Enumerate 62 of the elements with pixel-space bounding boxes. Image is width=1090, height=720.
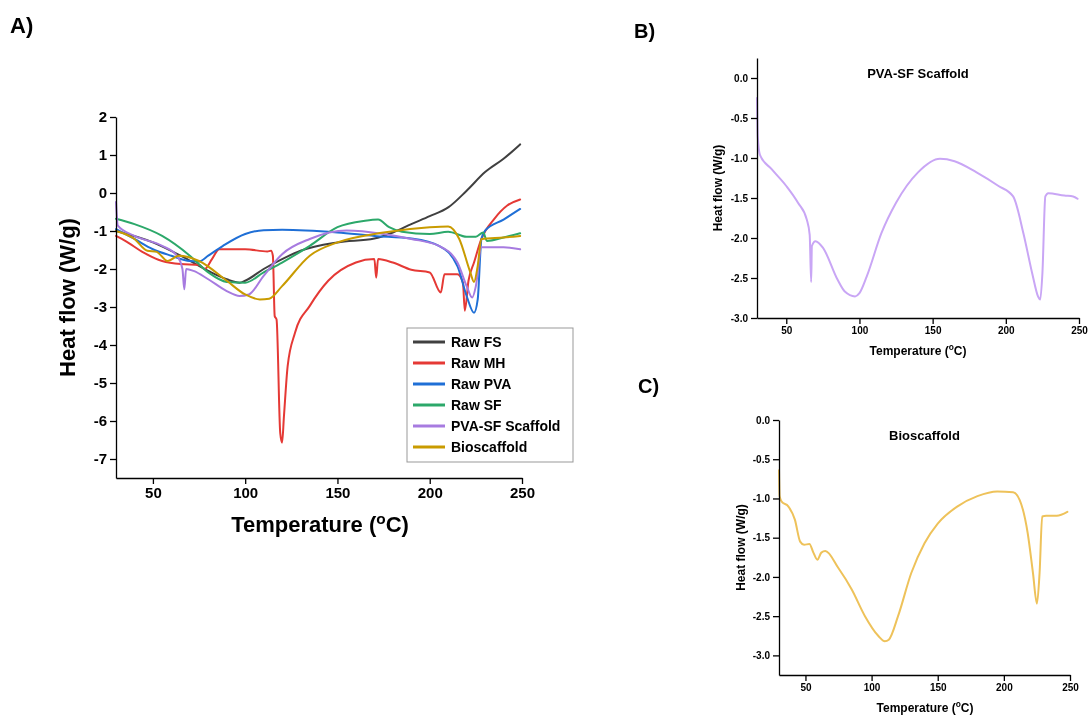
line-series xyxy=(756,97,1079,301)
y-tick-label: -0.5 xyxy=(752,453,771,465)
line-series xyxy=(115,207,522,314)
x-tick-label: 200 xyxy=(417,483,443,501)
x-axis-title: Temperature ($^{o}$C) xyxy=(876,699,974,715)
y-tick-label: -7 xyxy=(93,450,107,468)
x-tick-label: 100 xyxy=(233,483,259,501)
x-tick-label: 150 xyxy=(929,682,948,694)
x-tick-label: 100 xyxy=(851,325,869,337)
y-tick-label: 0 xyxy=(98,184,107,202)
x-tick-label: 250 xyxy=(509,483,536,501)
line-series xyxy=(115,217,522,284)
y-tick-label: -2.5 xyxy=(752,610,771,622)
y-tick-label: -6 xyxy=(93,412,107,430)
y-axis-title: Heat flow (W/g) xyxy=(55,218,80,377)
legend-label: Bioscaffold xyxy=(451,439,528,455)
x-tick-label: 150 xyxy=(325,483,351,501)
text: B) xyxy=(634,20,656,42)
text: Bioscaffold xyxy=(889,428,960,443)
text: PVA-SF Scaffold xyxy=(867,66,969,81)
legend-label: Raw SF xyxy=(451,397,503,413)
y-tick-label: -2.5 xyxy=(730,272,749,284)
y-tick-label: -1.0 xyxy=(730,152,749,164)
x-tick-label: 50 xyxy=(145,483,162,501)
y-tick-label: 1 xyxy=(98,146,107,164)
y-tick-label: -2 xyxy=(93,260,107,278)
x-tick-label: 250 xyxy=(1062,682,1080,694)
y-tick-label: -0.5 xyxy=(730,112,749,124)
y-tick-label: -2.0 xyxy=(730,232,749,244)
y-axis-title: Heat flow (W/g) xyxy=(734,504,748,591)
line-series xyxy=(115,225,522,301)
x-tick-label: 100 xyxy=(863,682,881,694)
y-tick-label: -3.0 xyxy=(730,312,749,324)
y-tick-label: 0.0 xyxy=(734,72,749,84)
y-tick-label: -3 xyxy=(93,298,107,316)
y-tick-label: -4 xyxy=(93,336,108,354)
y-tick-label: -3.0 xyxy=(752,650,771,662)
x-tick-label: 50 xyxy=(800,682,812,694)
y-tick-label: -1.5 xyxy=(752,532,771,544)
text: C) xyxy=(638,375,660,397)
legend-label: Raw MH xyxy=(451,355,506,371)
y-tick-label: 0.0 xyxy=(756,414,771,426)
x-tick-label: 150 xyxy=(924,325,942,337)
x-tick-label: 200 xyxy=(996,682,1014,694)
y-tick-label: -2.0 xyxy=(752,571,771,583)
line-series xyxy=(115,201,522,299)
line-series xyxy=(778,469,1069,643)
x-tick-label: 50 xyxy=(781,325,793,337)
x-tick-label: 200 xyxy=(997,325,1016,337)
y-tick-label: -1.0 xyxy=(752,493,771,505)
y-tick-label: -5 xyxy=(93,374,107,392)
text: A) xyxy=(10,13,34,38)
legend-label: Raw FS xyxy=(451,334,502,350)
x-axis-title: Temperature ($^{o}$C) xyxy=(869,342,967,358)
y-tick-label: -1 xyxy=(93,222,107,240)
y-tick-label: -1.5 xyxy=(730,192,749,204)
y-tick-label: 2 xyxy=(98,108,107,126)
y-axis-title: Heat flow (W/g) xyxy=(711,144,725,232)
x-axis-title: Temperature ($^{o}$C) xyxy=(231,509,409,537)
legend-label: PVA-SF Scaffold xyxy=(451,418,561,434)
x-tick-label: 250 xyxy=(1071,325,1089,337)
legend-label: Raw PVA xyxy=(451,376,512,392)
